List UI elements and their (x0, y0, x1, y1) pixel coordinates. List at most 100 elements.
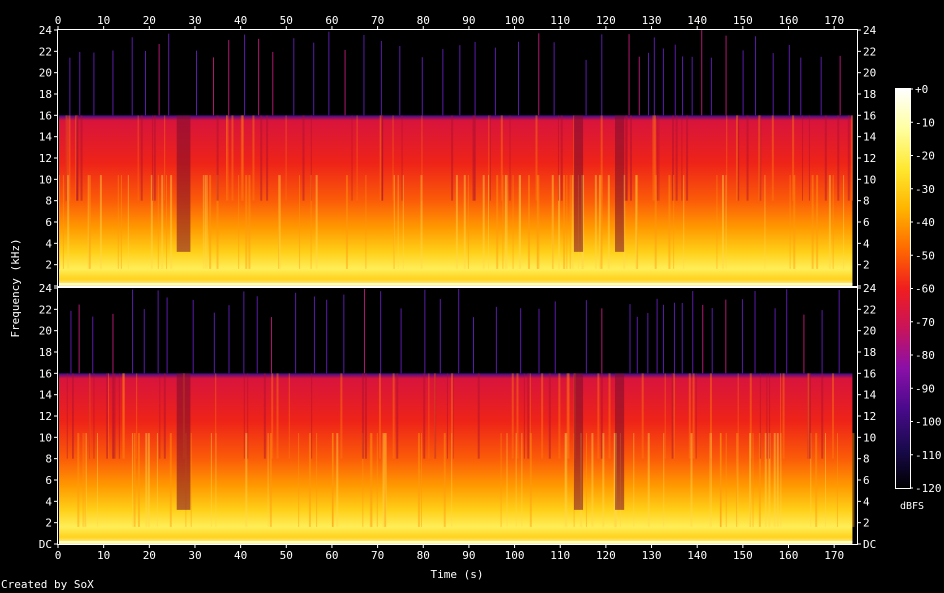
texture-stripe (527, 175, 530, 269)
texture-stripe (161, 175, 164, 269)
y-tick-label: 8 (45, 195, 52, 208)
texture-stripe (190, 433, 192, 527)
texture-stripe (737, 433, 739, 527)
x-axis-label: Time (s) (431, 568, 484, 581)
texture-stripe (206, 175, 208, 269)
texture-stripe (120, 175, 122, 269)
x-tick-label: 40 (234, 14, 247, 27)
y-tick-label: 14 (863, 389, 877, 402)
y-tick-label: 12 (863, 410, 876, 423)
texture-stripe (434, 373, 436, 459)
texture-stripe (117, 175, 119, 269)
texture-stripe (807, 373, 810, 459)
texture-stripe (560, 115, 563, 201)
y-tick-label: 12 (863, 152, 876, 165)
texture-stripe (393, 175, 395, 269)
texture-stripe (654, 175, 657, 269)
x-tick-label: 120 (596, 549, 616, 562)
texture-stripe (769, 373, 771, 459)
texture-stripe (749, 433, 751, 527)
texture-stripe (266, 115, 269, 201)
texture-stripe (62, 175, 64, 269)
x-tick-label: 90 (462, 14, 475, 27)
texture-stripe (635, 175, 638, 269)
texture-stripe (504, 175, 506, 269)
texture-stripe (371, 433, 373, 527)
texture-stripe (153, 115, 156, 201)
texture-stripe (361, 373, 364, 459)
texture-stripe (159, 373, 161, 459)
texture-stripe (780, 433, 782, 527)
texture-stripe (93, 373, 95, 459)
texture-stripe (847, 115, 850, 201)
texture-stripe (664, 373, 666, 459)
texture-stripe (369, 433, 372, 527)
colorbar-tick-label: -50 (915, 249, 935, 262)
texture-stripe (80, 115, 83, 201)
texture-stripe (776, 433, 779, 527)
y-tick-label: 20 (39, 325, 52, 338)
texture-stripe (241, 115, 244, 201)
texture-stripe (515, 433, 517, 527)
texture-stripe (537, 175, 540, 269)
texture-stripe (566, 175, 568, 269)
y-tick-label: 16 (863, 109, 876, 122)
texture-stripe (709, 433, 711, 527)
texture-stripe (518, 175, 521, 269)
texture-stripe (607, 175, 610, 269)
texture-stripe (379, 115, 382, 201)
texture-stripe (726, 115, 728, 201)
texture-stripe (68, 115, 71, 201)
texture-stripe (455, 175, 458, 269)
x-tick-label: 110 (550, 549, 570, 562)
texture-stripe (516, 373, 519, 459)
texture-stripe (267, 433, 269, 527)
x-tick-label: 20 (143, 14, 156, 27)
y-tick-label: 4 (45, 237, 52, 250)
texture-stripe (245, 175, 248, 269)
texture-stripe (594, 175, 597, 269)
texture-stripe (585, 433, 587, 527)
texture-stripe (76, 115, 79, 201)
texture-stripe (521, 433, 523, 527)
texture-stripe (558, 373, 561, 459)
texture-stripe (451, 433, 453, 527)
texture-stripe (238, 175, 240, 269)
texture-stripe (85, 433, 87, 527)
texture-stripe (673, 175, 675, 269)
texture-stripe (836, 433, 838, 527)
y-tick-label: 22 (39, 45, 52, 58)
texture-stripe (231, 115, 234, 201)
texture-stripe (721, 175, 724, 269)
texture-stripe (378, 373, 381, 459)
y-tick-label: 10 (39, 431, 52, 444)
texture-stripe (163, 373, 166, 459)
texture-stripe (133, 433, 136, 527)
y-tick-label: 2 (863, 259, 870, 272)
texture-stripe (672, 115, 675, 201)
texture-stripe (473, 115, 476, 201)
dc-band (59, 541, 853, 543)
y-tick-label: 18 (863, 88, 876, 101)
texture-stripe (613, 433, 616, 527)
texture-stripe (452, 373, 454, 459)
colorbar-tick-label: -110 (915, 449, 942, 462)
texture-stripe (496, 175, 499, 269)
texture-stripe (263, 373, 266, 459)
x-tick-label: 50 (280, 549, 293, 562)
texture-stripe (725, 175, 727, 269)
low-energy-region (573, 373, 584, 510)
texture-stripe (807, 373, 810, 459)
texture-stripe (209, 175, 212, 269)
texture-stripe (396, 373, 399, 459)
texture-stripe (351, 115, 353, 201)
colorbar-border (895, 88, 911, 489)
texture-stripe (166, 175, 168, 269)
texture-stripe (65, 115, 67, 201)
low-energy-region (176, 115, 191, 252)
y-tick-label: 16 (39, 109, 52, 122)
texture-stripe (137, 433, 140, 527)
texture-stripe (837, 115, 840, 201)
texture-stripe (118, 373, 120, 459)
